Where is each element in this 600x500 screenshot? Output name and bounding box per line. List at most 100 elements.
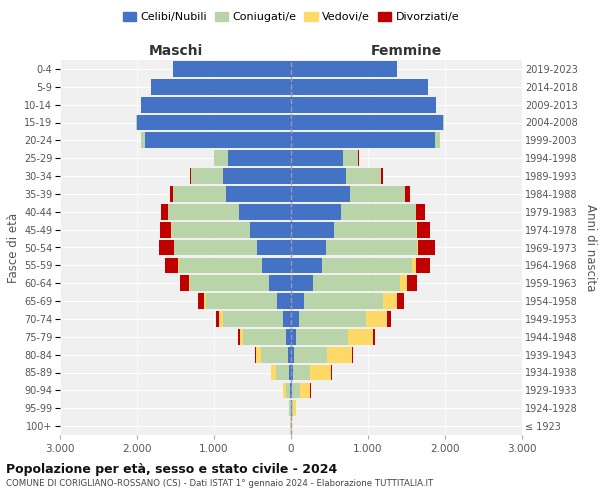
Bar (304, 293, 383, 309)
Bar (365, 311, 387, 327)
Bar (191, 168, 223, 184)
Bar (313, 276, 400, 291)
Bar (151, 79, 291, 94)
Bar (373, 329, 375, 344)
Bar (250, 222, 291, 238)
Y-axis label: Fasce di età: Fasce di età (7, 212, 20, 282)
Bar (347, 329, 373, 344)
Bar (405, 186, 410, 202)
Bar (310, 364, 331, 380)
Bar (397, 293, 404, 309)
Bar (383, 293, 397, 309)
Bar (416, 222, 417, 238)
Bar (417, 222, 430, 238)
Bar (173, 61, 291, 77)
Bar (198, 293, 203, 309)
Bar (160, 222, 172, 238)
Bar (296, 329, 347, 344)
Bar (137, 114, 291, 130)
Bar (271, 364, 275, 380)
Bar (346, 168, 381, 184)
Bar (327, 347, 352, 362)
Legend: Celibi/Nubili, Coniugati/e, Vedovi/e, Divorziati/e: Celibi/Nubili, Coniugati/e, Vedovi/e, Di… (118, 8, 464, 27)
Text: Maschi: Maschi (148, 44, 203, 58)
Bar (219, 311, 223, 327)
Bar (291, 97, 436, 112)
Bar (240, 329, 243, 344)
Bar (291, 150, 343, 166)
Bar (170, 186, 173, 202)
Bar (407, 276, 417, 291)
Bar (161, 204, 168, 220)
Bar (223, 311, 283, 327)
Bar (269, 276, 291, 291)
Bar (291, 61, 397, 77)
Bar (350, 186, 405, 202)
Bar (295, 347, 327, 362)
Bar (291, 222, 334, 238)
Bar (343, 150, 358, 166)
Bar (228, 150, 291, 166)
Bar (277, 293, 291, 309)
Bar (331, 364, 332, 380)
Bar (291, 258, 322, 273)
Bar (174, 240, 257, 256)
Bar (217, 311, 219, 327)
Bar (262, 258, 291, 273)
Bar (416, 240, 418, 256)
Y-axis label: Anni di nascita: Anni di nascita (584, 204, 597, 291)
Bar (291, 204, 341, 220)
Bar (173, 186, 226, 202)
Bar (291, 168, 346, 184)
Bar (291, 311, 299, 327)
Bar (168, 204, 239, 220)
Bar (292, 382, 299, 398)
Bar (257, 240, 291, 256)
Bar (293, 400, 296, 416)
Bar (352, 347, 353, 362)
Bar (291, 132, 435, 148)
Bar (291, 240, 326, 256)
Bar (322, 258, 412, 273)
Bar (288, 347, 291, 362)
Bar (190, 276, 269, 291)
Bar (145, 132, 291, 148)
Bar (443, 114, 445, 130)
Bar (387, 311, 391, 327)
Bar (214, 150, 228, 166)
Bar (178, 258, 179, 273)
Bar (286, 382, 290, 398)
Bar (165, 258, 178, 273)
Bar (289, 400, 290, 416)
Bar (290, 382, 291, 398)
Bar (255, 347, 256, 362)
Bar (400, 276, 407, 291)
Bar (412, 258, 416, 273)
Bar (261, 347, 288, 362)
Text: COMUNE DI CORIGLIANO-ROSSANO (CS) - Dati ISTAT 1° gennaio 2024 - Elaborazione TU: COMUNE DI CORIGLIANO-ROSSANO (CS) - Dati… (6, 479, 433, 488)
Bar (293, 364, 310, 380)
Bar (172, 222, 250, 238)
Bar (275, 364, 289, 380)
Bar (299, 311, 365, 327)
Bar (190, 168, 191, 184)
Bar (291, 79, 428, 94)
Bar (283, 382, 286, 398)
Text: Popolazione per età, sesso e stato civile - 2024: Popolazione per età, sesso e stato civil… (6, 462, 337, 475)
Bar (289, 364, 291, 380)
Bar (141, 132, 145, 148)
Bar (341, 204, 416, 220)
Bar (180, 276, 189, 291)
Bar (291, 364, 293, 380)
Bar (141, 97, 291, 112)
Bar (291, 400, 292, 416)
Bar (189, 276, 190, 291)
Bar (416, 204, 425, 220)
Bar (292, 400, 293, 416)
Bar (226, 186, 291, 202)
Bar (291, 347, 295, 362)
Bar (206, 293, 277, 309)
Bar (160, 240, 173, 256)
Bar (299, 382, 310, 398)
Bar (291, 114, 443, 130)
